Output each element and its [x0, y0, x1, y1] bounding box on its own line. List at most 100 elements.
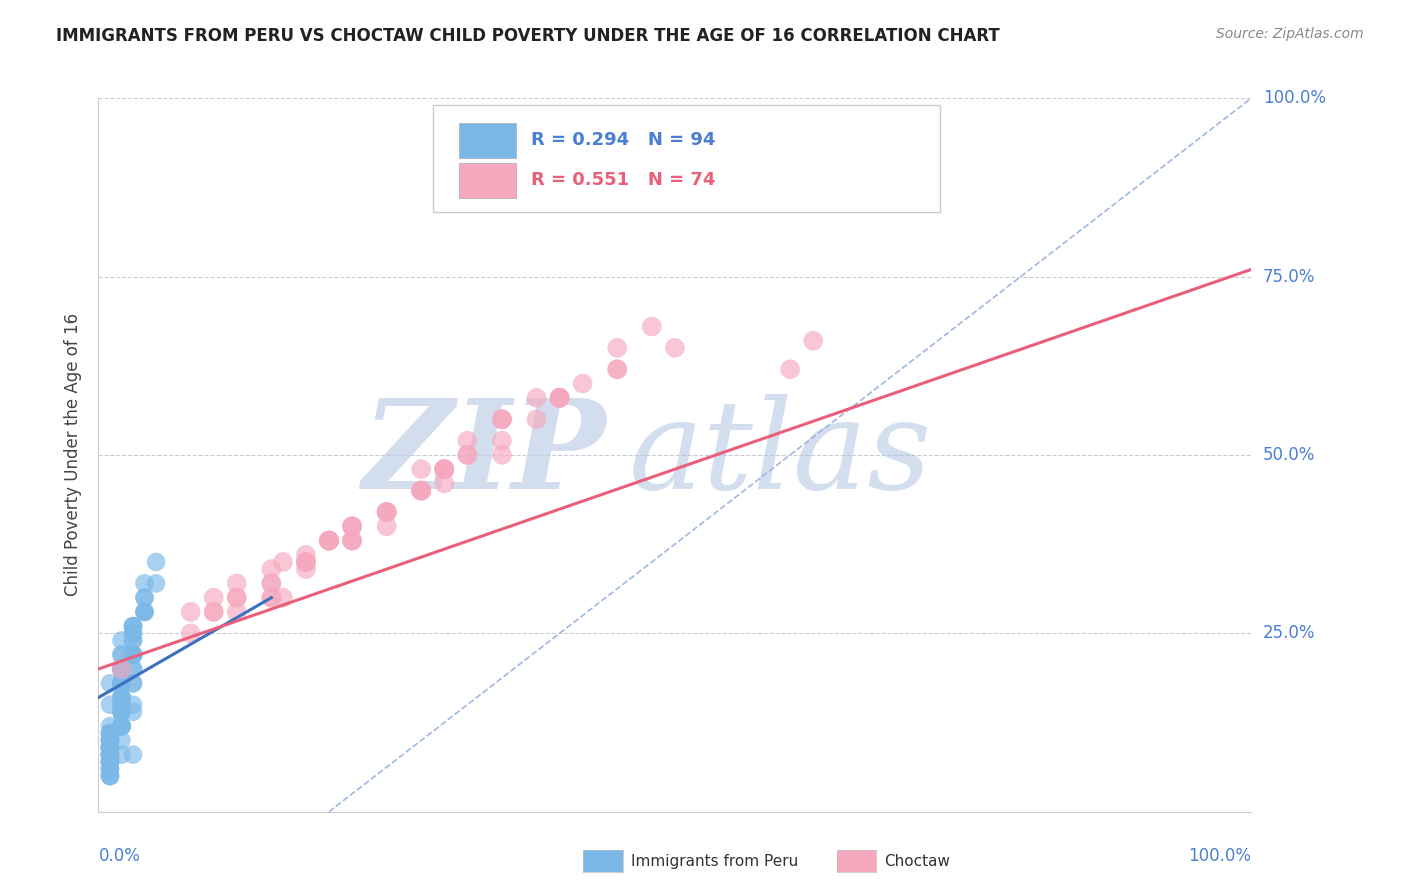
Text: 100.0%: 100.0% — [1188, 847, 1251, 865]
Point — [122, 662, 145, 676]
Point — [411, 483, 433, 498]
Point — [491, 434, 513, 448]
Point — [110, 705, 132, 719]
Point — [98, 726, 121, 740]
Point — [110, 662, 132, 676]
Text: 50.0%: 50.0% — [1263, 446, 1315, 464]
Point — [98, 740, 121, 755]
Point — [122, 662, 145, 676]
Point — [110, 690, 132, 705]
Point — [110, 690, 132, 705]
Point — [98, 747, 121, 762]
Point — [122, 633, 145, 648]
Point — [98, 747, 121, 762]
Point — [98, 755, 121, 769]
Point — [110, 698, 132, 712]
Text: ZIP: ZIP — [361, 394, 606, 516]
Point — [98, 740, 121, 755]
Point — [110, 676, 132, 690]
Point — [548, 391, 571, 405]
Point — [110, 633, 132, 648]
Point — [491, 448, 513, 462]
Text: 0.0%: 0.0% — [98, 847, 141, 865]
Text: R = 0.551   N = 74: R = 0.551 N = 74 — [530, 171, 716, 189]
Point — [318, 533, 340, 548]
Point — [122, 648, 145, 662]
Point — [548, 391, 571, 405]
Point — [318, 533, 340, 548]
Point — [110, 662, 132, 676]
Point — [260, 591, 283, 605]
Point — [98, 740, 121, 755]
Point — [110, 719, 132, 733]
Point — [225, 576, 247, 591]
Point — [110, 648, 132, 662]
Point — [340, 533, 363, 548]
Point — [110, 690, 132, 705]
Point — [271, 555, 294, 569]
Point — [145, 576, 167, 591]
Point — [433, 476, 456, 491]
Point — [433, 462, 456, 476]
Point — [340, 533, 363, 548]
Point — [122, 633, 145, 648]
Point — [433, 462, 456, 476]
Point — [98, 740, 121, 755]
Point — [110, 719, 132, 733]
Point — [295, 555, 318, 569]
Point — [134, 605, 156, 619]
Point — [548, 391, 571, 405]
Point — [318, 533, 340, 548]
Point — [98, 769, 121, 783]
Point — [411, 483, 433, 498]
Point — [411, 483, 433, 498]
Point — [110, 719, 132, 733]
Point — [110, 648, 132, 662]
Point — [110, 676, 132, 690]
Text: R = 0.294   N = 94: R = 0.294 N = 94 — [530, 131, 716, 149]
Point — [456, 434, 478, 448]
Point — [134, 591, 156, 605]
Point — [526, 412, 548, 426]
Point — [318, 533, 340, 548]
Point — [260, 591, 283, 605]
Point — [122, 626, 145, 640]
Point — [110, 719, 132, 733]
Point — [295, 548, 318, 562]
Point — [491, 412, 513, 426]
Point — [375, 519, 398, 533]
Point — [202, 605, 225, 619]
Point — [122, 648, 145, 662]
Text: Immigrants from Peru: Immigrants from Peru — [631, 855, 799, 869]
Point — [110, 690, 132, 705]
Point — [110, 705, 132, 719]
Point — [110, 676, 132, 690]
Text: Source: ZipAtlas.com: Source: ZipAtlas.com — [1216, 27, 1364, 41]
Point — [180, 626, 202, 640]
Point — [340, 533, 363, 548]
Point — [134, 591, 156, 605]
Point — [98, 755, 121, 769]
Point — [180, 605, 202, 619]
Point — [375, 505, 398, 519]
Text: IMMIGRANTS FROM PERU VS CHOCTAW CHILD POVERTY UNDER THE AGE OF 16 CORRELATION CH: IMMIGRANTS FROM PERU VS CHOCTAW CHILD PO… — [56, 27, 1000, 45]
Point — [98, 726, 121, 740]
Point — [134, 605, 156, 619]
Point — [110, 719, 132, 733]
Point — [606, 362, 628, 376]
Point — [110, 705, 132, 719]
Point — [375, 505, 398, 519]
Point — [122, 619, 145, 633]
Point — [110, 662, 132, 676]
Point — [98, 733, 121, 747]
Point — [134, 576, 156, 591]
Point — [260, 576, 283, 591]
Point — [225, 605, 247, 619]
Point — [375, 505, 398, 519]
Point — [98, 747, 121, 762]
Point — [202, 605, 225, 619]
Point — [98, 747, 121, 762]
Point — [122, 698, 145, 712]
Point — [318, 533, 340, 548]
Point — [433, 462, 456, 476]
